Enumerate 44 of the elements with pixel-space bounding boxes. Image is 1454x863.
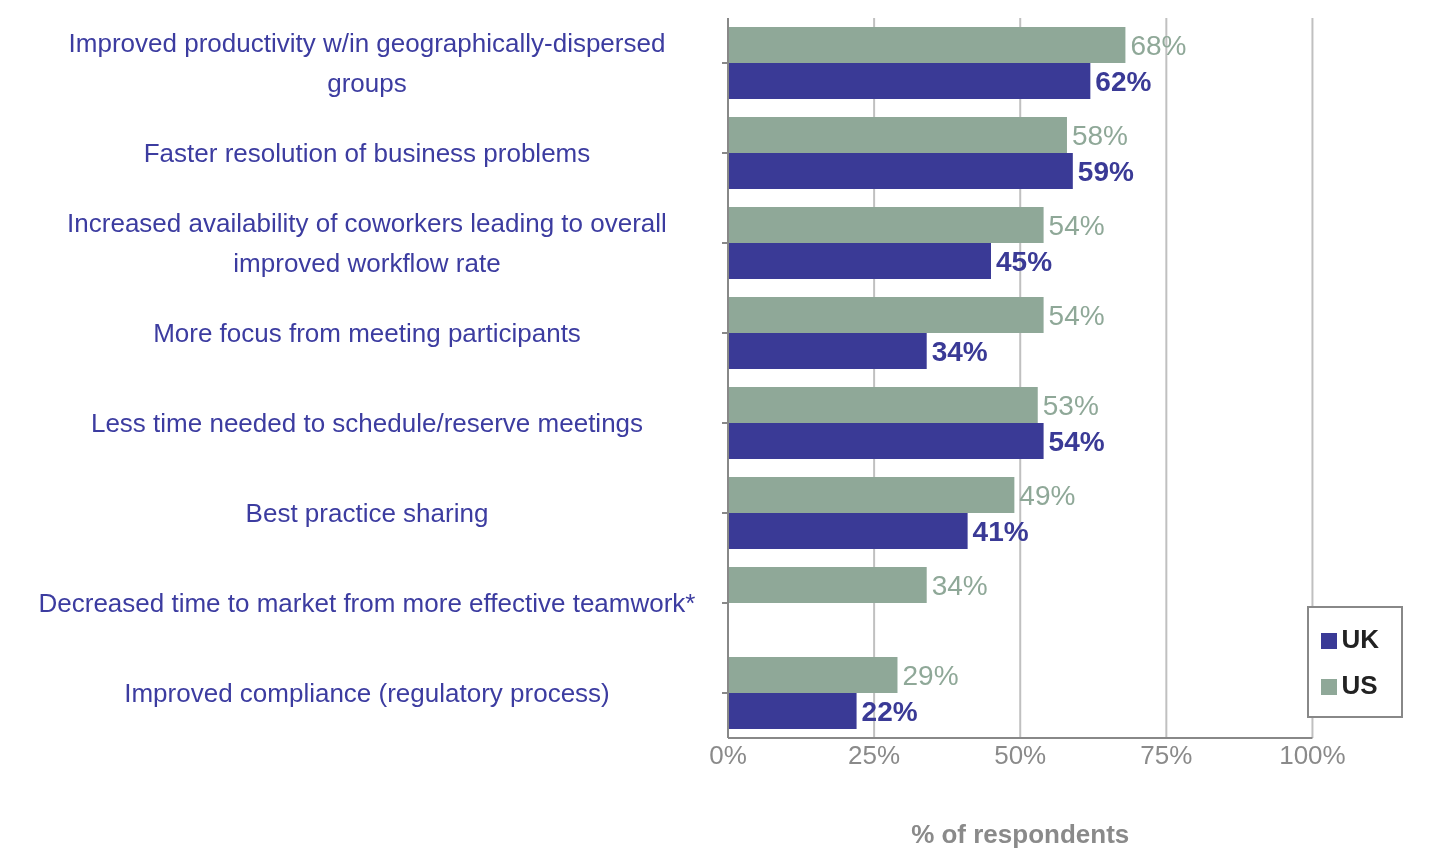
data-label: 53% [1042,389,1099,421]
data-label: 29% [902,659,959,691]
legend-label: UK [1341,624,1379,654]
y-tick-label: Increased availability of coworkers leading to overall improved workflow rate [67,208,667,278]
data-label: 45% [996,245,1053,277]
x-axis-title: % of respondents [911,819,1130,849]
y-tick-label: Decreased time to market from more effective teamwork* [38,588,696,618]
bar [728,423,1044,459]
data-label: 58% [1071,119,1129,151]
bar [728,387,1038,423]
y-tick-label: Less time needed to schedule/reserve meetings [90,408,644,438]
bar [728,477,1015,513]
x-tick-label: 100% [1279,740,1346,771]
bar [728,513,968,549]
bar [728,567,927,603]
bar [728,693,857,729]
bar [728,153,1073,189]
data-label: 22% [861,695,918,727]
y-tick-label: Improved compliance (regulatory process) [124,678,610,708]
bar [728,657,898,693]
y-tick-label: More focus from meeting participants [153,318,581,348]
data-label: 54% [1048,299,1105,331]
data-label: 34% [931,335,988,367]
bar [728,63,1091,99]
data-label: 54% [1048,209,1105,241]
data-label: 34% [931,569,988,601]
bar [728,117,1067,153]
data-label: 59% [1077,155,1134,187]
bar [728,297,1044,333]
legend-label: US [1341,670,1378,700]
data-label: 41% [972,515,1029,547]
x-tick-label: 25% [848,740,901,771]
bar [728,333,927,369]
bar [728,243,991,279]
y-tick-label: Best practice sharing [245,498,489,528]
bar [728,27,1126,63]
x-tick-label: 75% [1140,740,1193,771]
data-label: 62% [1095,65,1152,97]
data-label: 54% [1048,425,1105,457]
y-tick-label: Faster resolution of business problems [143,138,591,168]
x-tick-label: 50% [994,740,1047,771]
x-tick-label: 0% [709,740,747,771]
bar [728,207,1044,243]
y-tick-label: Improved productivity w/in geographically-dispersed groups [68,28,666,98]
